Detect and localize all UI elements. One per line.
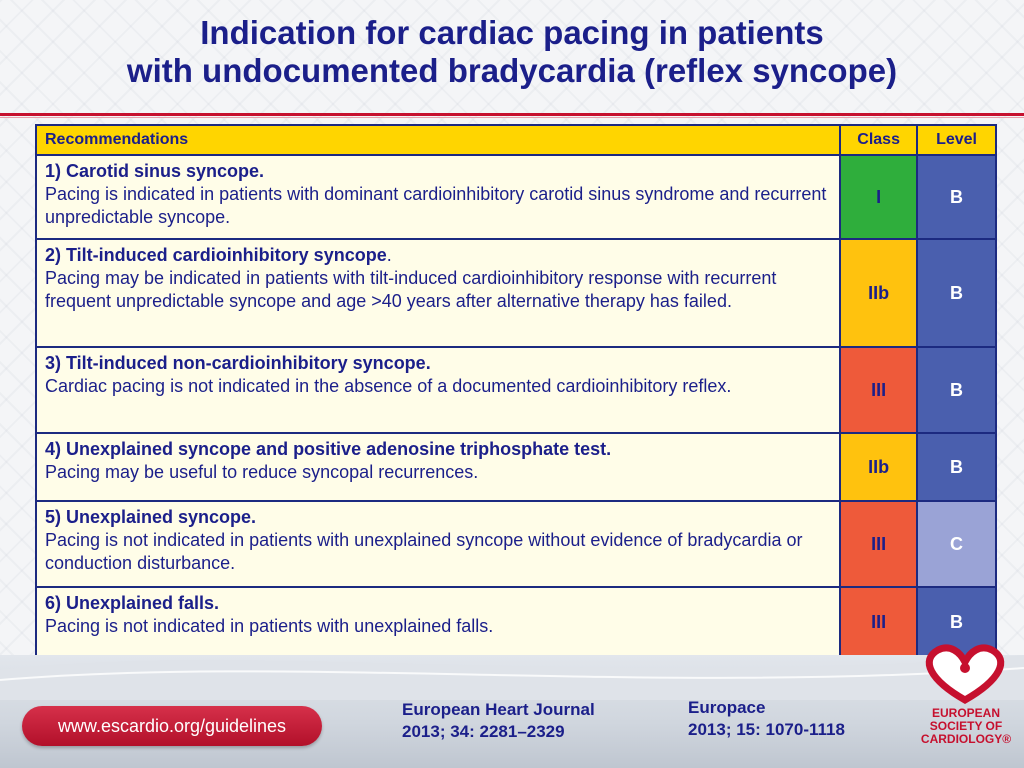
title-line-1: Indication for cardiac pacing in patient… [200,14,824,51]
header-level: Level [916,124,997,156]
level-cell: B [916,586,997,658]
recommendation-cell: 6) Unexplained falls. Pacing is not indi… [34,586,842,658]
class-cell: I [839,154,919,240]
header-recommendations: Recommendations [34,124,842,156]
title-divider [0,113,1024,116]
class-cell: IIb [839,238,919,348]
table-row: 4) Unexplained syncope and positive aden… [34,432,997,502]
recommendation-body: Pacing is not indicated in patients with… [45,530,803,573]
table-row: 6) Unexplained falls. Pacing is not indi… [34,586,997,658]
recommendation-cell: 5) Unexplained syncope. Pacing is not in… [34,500,842,588]
reference-europace-journal: Europace [688,698,766,717]
recommendation-heading: 3) Tilt-induced non-cardioinhibitory syn… [45,353,431,373]
recommendations-table: Recommendations Class Level 1) Carotid s… [34,124,997,658]
recommendation-cell: 1) Carotid sinus syncope. Pacing is indi… [34,154,842,240]
table-row: 1) Carotid sinus syncope. Pacing is indi… [34,154,997,240]
class-cell: III [839,346,919,434]
recommendation-heading: 4) Unexplained syncope and positive aden… [45,439,612,459]
table-row: 5) Unexplained syncope. Pacing is not in… [34,500,997,588]
esc-heart-logo-icon [925,644,1005,705]
esc-logo-line-1: EUROPEAN [931,706,1000,720]
page-title: Indication for cardiac pacing in patient… [0,14,1024,90]
level-cell: B [916,432,997,502]
esc-logo-line-2: SOCIETY OF [929,719,1003,733]
guidelines-link-label: www.escardio.org/guidelines [57,715,287,736]
esc-logo-text: EUROPEAN SOCIETY OF CARDIOLOGY® [912,707,1020,746]
table-header-row: Recommendations Class Level [34,124,997,156]
recommendation-body: Pacing is indicated in patients with dom… [45,184,827,227]
recommendation-body: Pacing is not indicated in patients with… [45,616,494,636]
reference-europace-citation: 2013; 15: 1070-1118 [688,720,845,739]
class-cell: III [839,500,919,588]
header-class: Class [839,124,919,156]
table-row: 2) Tilt-induced cardioinhibitory syncope… [34,238,997,348]
recommendation-heading: 1) Carotid sinus syncope. [45,161,265,181]
recommendation-heading: 6) Unexplained falls. [45,593,220,613]
reference-ehj-journal: European Heart Journal [402,700,595,719]
recommendation-cell: 3) Tilt-induced non-cardioinhibitory syn… [34,346,842,434]
recommendation-heading: 2) Tilt-induced cardioinhibitory syncope [45,245,387,265]
recommendation-heading-suffix: . [386,245,392,265]
level-cell: B [916,238,997,348]
esc-logo-line-3: CARDIOLOGY® [920,732,1012,746]
recommendation-body: Pacing may be useful to reduce syncopal … [45,462,479,482]
reference-ehj: European Heart Journal 2013; 34: 2281–23… [402,699,595,743]
level-cell: B [916,154,997,240]
footer-wave-decoration [0,655,1024,700]
class-cell: IIb [839,432,919,502]
recommendation-cell: 4) Unexplained syncope and positive aden… [34,432,842,502]
level-cell: B [916,346,997,434]
table-row: 3) Tilt-induced non-cardioinhibitory syn… [34,346,997,434]
recommendation-body: Pacing may be indicated in patients with… [45,268,777,311]
recommendation-heading: 5) Unexplained syncope. [45,507,257,527]
title-divider-thin [0,117,1024,118]
level-cell: C [916,500,997,588]
guidelines-link[interactable]: www.escardio.org/guidelines [22,706,322,746]
class-cell: III [839,586,919,658]
recommendation-body: Cardiac pacing is not indicated in the a… [45,376,732,396]
title-line-2: with undocumented bradycardia (reflex sy… [126,52,898,89]
reference-ehj-citation: 2013; 34: 2281–2329 [402,722,565,741]
recommendation-cell: 2) Tilt-induced cardioinhibitory syncope… [34,238,842,348]
reference-europace: Europace 2013; 15: 1070-1118 [688,697,845,741]
